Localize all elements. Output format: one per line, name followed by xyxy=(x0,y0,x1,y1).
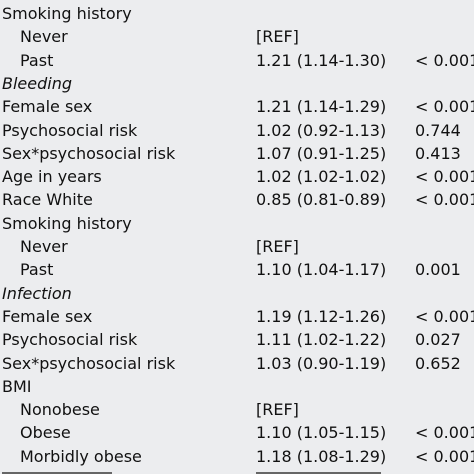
row-label: Smoking history xyxy=(2,4,132,23)
odds-ratio-cell: 1.10 (1.04-1.17) xyxy=(256,260,387,280)
odds-ratio-cell: [REF] xyxy=(256,400,299,420)
table-row: Obese 1.10 (1.05-1.15) < 0.001 xyxy=(0,421,474,444)
odds-ratio-cell: 1.03 (0.90-1.19) xyxy=(256,353,387,373)
odds-ratio-cell: 1.21 (1.14-1.30) xyxy=(256,50,387,70)
row-label: Past xyxy=(20,260,54,280)
table-row: Female sex 1.21 (1.14-1.29) < 0.001 xyxy=(0,95,474,118)
table-row: Past 1.10 (1.04-1.17) 0.001 xyxy=(0,258,474,281)
odds-ratio-cell: [REF] xyxy=(256,27,299,47)
table-row: Psychosocial risk 1.02 (0.92-1.13) 0.744 xyxy=(0,119,474,142)
p-value-cell: < 0.001 xyxy=(415,50,474,70)
odds-ratio-cell: 1.18 (1.08-1.29) xyxy=(256,446,387,466)
p-value-cell: 0.652 xyxy=(415,353,461,373)
p-value-cell: < 0.001 xyxy=(415,306,474,326)
odds-ratio-cell: 1.02 (1.02-1.02) xyxy=(256,167,387,187)
p-value-cell: < 0.001 xyxy=(415,423,474,443)
row-label: Morbidly obese xyxy=(20,446,142,466)
table-row: Infection xyxy=(0,282,474,305)
table-row: BMI xyxy=(0,375,474,398)
table-row: Race White 0.85 (0.81-0.89) < 0.001 xyxy=(0,188,474,211)
row-label: Sex*psychosocial risk xyxy=(2,353,176,373)
odds-ratio-cell: 0.85 (0.81-0.89) xyxy=(256,190,387,210)
table-row: Morbidly obese 1.18 (1.08-1.29) < 0.001 xyxy=(0,445,474,468)
p-value-cell: 0.001 xyxy=(415,260,461,280)
cropped-text-fragment xyxy=(256,472,381,474)
p-value-cell: < 0.001 xyxy=(415,167,474,187)
row-label: Psychosocial risk xyxy=(2,330,138,350)
table-row: Past 1.21 (1.14-1.30) < 0.001 xyxy=(0,49,474,72)
row-label: Psychosocial risk xyxy=(2,120,138,140)
row-label: Race White xyxy=(2,190,93,210)
p-value-cell: 0.027 xyxy=(415,330,461,350)
section-heading: Bleeding xyxy=(2,73,73,93)
odds-ratio-cell: 1.19 (1.12-1.26) xyxy=(256,306,387,326)
table-row: Never [REF] xyxy=(0,235,474,258)
section-heading: Infection xyxy=(2,283,72,303)
table-row: Age in years 1.02 (1.02-1.02) < 0.001 xyxy=(0,165,474,188)
row-label: Female sex xyxy=(2,97,93,117)
p-value-cell: 0.744 xyxy=(415,120,461,140)
odds-ratio-cell: 1.11 (1.02-1.22) xyxy=(256,330,387,350)
row-label: Past xyxy=(20,50,54,70)
table-row: Female sex 1.19 (1.12-1.26) < 0.001 xyxy=(0,305,474,328)
row-label: Female sex xyxy=(2,306,93,326)
odds-ratio-cell: 1.10 (1.05-1.15) xyxy=(256,423,387,443)
row-label: Age in years xyxy=(2,167,102,187)
p-value-cell: < 0.001 xyxy=(415,97,474,117)
p-value-cell: < 0.001 xyxy=(415,446,474,466)
table-row: Smoking history xyxy=(0,212,474,235)
odds-ratio-cell: 1.21 (1.14-1.29) xyxy=(256,97,387,117)
row-label: Never xyxy=(20,237,68,256)
row-label: Obese xyxy=(20,423,71,443)
p-value-cell: 0.413 xyxy=(415,143,461,163)
table-row: Smoking history xyxy=(0,2,474,25)
odds-ratio-cell: [REF] xyxy=(256,237,299,256)
p-value-cell: < 0.001 xyxy=(415,190,474,210)
table-row: Nonobese [REF] xyxy=(0,398,474,421)
table-row: Sex*psychosocial risk 1.07 (0.91-1.25) 0.4… xyxy=(0,142,474,165)
row-label: Sex*psychosocial risk xyxy=(2,143,176,163)
odds-ratio-cell: 1.02 (0.92-1.13) xyxy=(256,120,387,140)
odds-ratio-cell: 1.07 (0.91-1.25) xyxy=(256,143,387,163)
cropped-text-fragment xyxy=(2,472,112,474)
table-row: Bleeding xyxy=(0,72,474,95)
row-label: Nonobese xyxy=(20,400,100,420)
table-row: Psychosocial risk 1.11 (1.02-1.22) 0.027 xyxy=(0,328,474,351)
table-row: Sex*psychosocial risk 1.03 (0.90-1.19) 0.6… xyxy=(0,352,474,375)
cropped-row-bottom xyxy=(0,467,474,474)
table-row: Never [REF] xyxy=(0,25,474,48)
row-label: Never xyxy=(20,27,68,47)
row-label: Smoking history xyxy=(2,213,132,233)
row-label: BMI xyxy=(2,376,32,396)
